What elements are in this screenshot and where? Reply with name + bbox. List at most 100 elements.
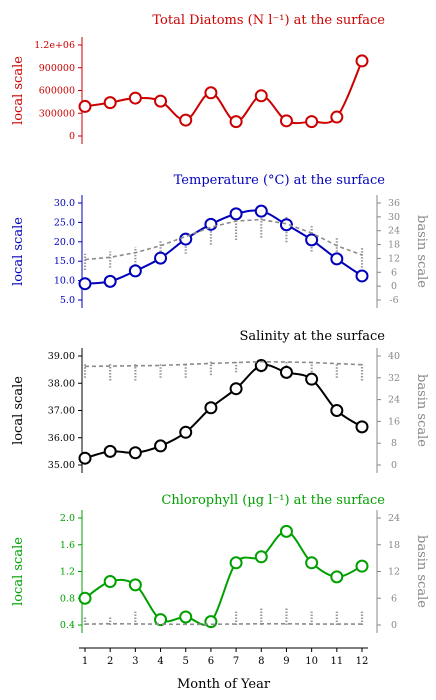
data-point [229, 207, 243, 221]
x-axis-tick-label: 12 [356, 656, 369, 667]
x-axis-tick-label: 4 [157, 656, 163, 667]
left-axis-tick-label: 15.0 [54, 256, 75, 267]
data-point [330, 110, 344, 124]
left-axis-tick-label: 20.0 [54, 237, 75, 248]
data-point [78, 591, 92, 605]
panel-title: Temperature (°C) at the surface [174, 173, 386, 188]
data-point [254, 89, 268, 103]
left-axis-tick-label: 36.00 [48, 433, 75, 444]
data-point [355, 420, 369, 434]
right-axis-tick-label: 32 [388, 373, 400, 384]
right-axis-tick-label: 12 [388, 253, 400, 264]
left-axis-tick-label: 35.00 [48, 460, 75, 471]
x-axis-tick-label: 6 [208, 656, 214, 667]
right-axis-tick-label: 16 [388, 416, 400, 427]
local-series-line [84, 60, 363, 125]
left-axis-tick-label: 300000 [39, 108, 75, 119]
left-axis-tick-label: 0.8 [60, 593, 75, 604]
right-axis-tick-label: 0 [391, 460, 397, 471]
data-point [355, 54, 369, 68]
left-axis-label: local scale [11, 537, 26, 606]
left-axis-tick-label: 1.2e+06 [34, 40, 75, 51]
data-point [179, 425, 193, 439]
left-axis-tick-label: 5.0 [60, 295, 75, 306]
data-point [128, 264, 142, 278]
data-point [229, 382, 243, 396]
data-point [103, 274, 117, 288]
left-axis-tick-label: 38.00 [48, 378, 75, 389]
data-point [128, 91, 142, 105]
right-axis-label: basin scale [414, 374, 429, 447]
data-point [154, 94, 168, 108]
data-point [154, 439, 168, 453]
left-axis-tick-label: 25.0 [54, 217, 75, 228]
left-axis-label: local scale [11, 56, 26, 125]
left-axis-tick-label: 1.6 [60, 540, 75, 551]
x-axis-tick-label: 2 [107, 656, 113, 667]
left-axis-tick-label: 39.00 [48, 351, 75, 362]
data-point [330, 252, 344, 266]
data-point [279, 524, 293, 538]
left-axis-tick-label: 2.0 [60, 513, 75, 524]
x-axis-tick-label: 3 [132, 656, 138, 667]
basin-series-line [84, 218, 363, 261]
right-axis-tick-label: 30 [388, 212, 400, 223]
x-axis-label: Month of Year [177, 677, 271, 692]
data-point [254, 359, 268, 373]
x-axis-tick-label: 9 [283, 656, 289, 667]
left-axis-label: local scale [11, 217, 26, 286]
right-axis-tick-label: 6 [391, 267, 397, 278]
left-axis-tick-label: 900000 [39, 63, 75, 74]
data-point [279, 114, 293, 128]
data-point [330, 570, 344, 584]
left-axis-tick-label: 30.0 [54, 198, 75, 209]
right-axis-tick-label: 40 [388, 351, 400, 362]
data-point [204, 401, 218, 415]
panel-title: Total Diatoms (N l⁻¹) at the surface [152, 13, 385, 28]
x-axis-tick-label: 10 [305, 656, 318, 667]
data-point [279, 365, 293, 379]
data-point [355, 269, 369, 283]
data-point [305, 115, 319, 129]
data-point [78, 277, 92, 291]
left-axis-tick-label: 0 [69, 131, 75, 142]
left-axis-tick-label: 10.0 [54, 276, 75, 287]
right-axis-tick-label: 18 [388, 540, 400, 551]
data-point [128, 578, 142, 592]
right-axis-tick-label: 36 [388, 198, 400, 209]
data-point [204, 86, 218, 100]
basin-series-line [84, 622, 362, 626]
right-axis-tick-label: 24 [388, 226, 400, 237]
right-axis-tick-label: 0 [391, 281, 397, 292]
local-series-line [84, 363, 363, 460]
local-series-line [84, 209, 363, 285]
x-axis-tick-label: 5 [183, 656, 189, 667]
right-axis-label: basin scale [414, 215, 429, 288]
right-axis-tick-label: 12 [388, 567, 400, 578]
x-axis-tick-label: 8 [258, 656, 264, 667]
right-axis-tick-label: 0 [391, 620, 397, 631]
data-point [229, 556, 243, 570]
data-point [355, 559, 369, 573]
basin-series-line [84, 360, 363, 368]
right-axis-tick-label: 24 [388, 395, 400, 406]
local-series-line [84, 530, 363, 626]
data-point [204, 615, 218, 629]
data-point [128, 446, 142, 460]
panel-title: Chlorophyll (µg l⁻¹) at the surface [161, 493, 385, 508]
data-point [279, 218, 293, 232]
left-axis-label: local scale [11, 376, 26, 445]
panel-title: Salinity at the surface [239, 329, 385, 344]
x-axis-tick-label: 7 [233, 656, 239, 667]
left-axis-tick-label: 600000 [39, 86, 75, 97]
data-point [305, 556, 319, 570]
data-point [154, 251, 168, 265]
x-axis-tick-label: 11 [330, 656, 343, 667]
data-point [179, 113, 193, 127]
right-axis-tick-label: 18 [388, 240, 400, 251]
data-point [103, 575, 117, 589]
x-axis-tick-label: 1 [82, 656, 88, 667]
right-axis-label: basin scale [414, 535, 429, 608]
data-point [78, 451, 92, 465]
